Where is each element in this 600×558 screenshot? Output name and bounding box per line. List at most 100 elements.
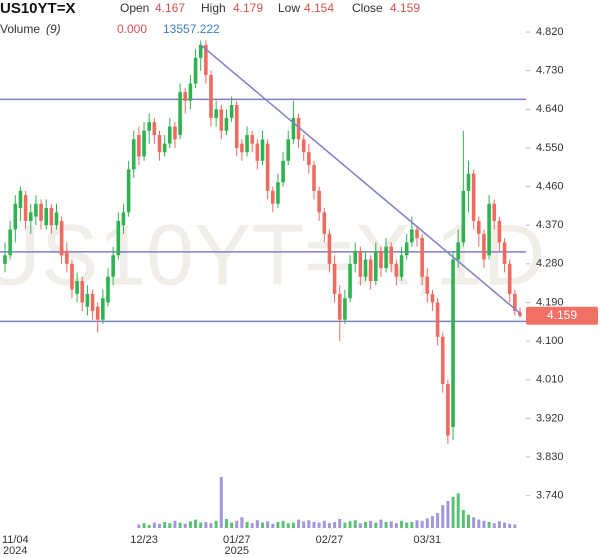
candle-body	[147, 122, 151, 131]
volume-bar	[188, 521, 192, 528]
volume-bar	[389, 521, 393, 528]
plot-area: US10YT=X,1D4.8204.7304.6404.5504.4604.37…	[0, 26, 598, 557]
candle-body	[461, 190, 466, 243]
candle-body	[193, 57, 198, 84]
candle-body	[28, 212, 33, 221]
candle-body	[466, 173, 471, 191]
candle-body	[446, 384, 450, 436]
volume-bar	[240, 517, 244, 528]
volume-bar	[327, 523, 331, 528]
open-value: 4.167	[155, 1, 185, 15]
candle-body	[260, 139, 265, 161]
candle-body	[286, 139, 291, 161]
volume-bar	[224, 519, 228, 528]
candle-body	[44, 208, 48, 226]
volume-bar	[508, 523, 512, 528]
volume-bar	[497, 521, 501, 528]
volume-bar	[317, 522, 321, 528]
price-box-label: 4.159	[547, 308, 577, 322]
candle-body	[126, 169, 131, 213]
volume-bar	[322, 520, 326, 528]
symbol: US10YT=X	[0, 0, 75, 17]
candle-body	[95, 306, 100, 320]
volume-bar	[178, 522, 182, 528]
candle-body	[492, 203, 497, 221]
volume-bar	[456, 493, 460, 528]
candle-body	[65, 250, 69, 264]
candle-body	[518, 312, 522, 316]
candle-body	[265, 143, 270, 191]
volume-bar	[302, 521, 306, 528]
candle-body	[116, 220, 121, 256]
candle-body	[276, 182, 280, 204]
volume-bar	[266, 521, 270, 528]
volume-bar	[261, 522, 264, 528]
candle-body	[451, 259, 455, 427]
candle-body	[312, 165, 316, 191]
volume-bar	[173, 520, 177, 528]
y-tick-label: 4.550	[536, 142, 564, 154]
high-value: 4.179	[233, 1, 263, 15]
volume-bar	[430, 516, 434, 528]
volume-bar	[163, 522, 167, 528]
y-tick-label: 4.460	[536, 180, 564, 192]
candle-body	[327, 233, 332, 264]
volume-bar	[420, 520, 424, 528]
volume-bar	[467, 514, 470, 528]
x-tick-label: 01/27	[223, 534, 251, 546]
candle-body	[497, 220, 502, 243]
candle-body	[59, 220, 64, 256]
candle-body	[229, 105, 234, 118]
volume-ma: 13557.222	[163, 22, 220, 36]
volume-bar	[219, 477, 223, 528]
candle-body	[368, 259, 373, 282]
low-value: 4.154	[304, 1, 334, 15]
candle-body	[337, 293, 342, 320]
y-tick-label: 4.370	[536, 219, 564, 231]
candle-body	[394, 263, 399, 277]
volume-bar	[312, 522, 316, 528]
y-tick-label: 4.730	[536, 65, 564, 77]
volume-bar	[343, 522, 347, 528]
volume-bar	[492, 523, 496, 528]
candle-body	[183, 92, 188, 101]
volume-value: 0.000	[117, 22, 147, 36]
candle-body	[250, 135, 254, 144]
candle-body	[18, 190, 23, 209]
volume-bar	[245, 522, 249, 528]
x-tick-label: 11/04	[2, 534, 29, 546]
candle-body	[198, 44, 203, 58]
candle-body	[75, 281, 79, 294]
candle-body	[214, 109, 218, 118]
volume-bar	[168, 523, 172, 528]
candle-body	[343, 298, 347, 320]
candle-body	[322, 212, 327, 234]
candle-body	[152, 122, 157, 136]
candle-body	[178, 92, 182, 136]
x-tick-label: 03/31	[414, 534, 442, 546]
x-year-label: 2024	[3, 545, 27, 557]
y-tick-label: 4.190	[536, 296, 564, 308]
volume-bar	[436, 513, 440, 528]
candle-body	[34, 203, 38, 217]
open-label: Open	[120, 1, 149, 15]
candle-body	[348, 263, 352, 299]
candle-body	[420, 238, 424, 277]
volume-bar	[276, 522, 280, 528]
candle-body	[13, 203, 18, 230]
volume-bar	[152, 522, 156, 528]
y-tick-label: 4.820	[536, 26, 564, 38]
volume-bar	[250, 523, 254, 528]
candle-body	[301, 139, 306, 153]
candle-body	[106, 276, 110, 303]
volume-bar	[147, 525, 151, 528]
volume-bar	[209, 523, 213, 528]
volume-bar	[394, 523, 398, 528]
candle-body	[430, 293, 435, 303]
candle-body	[317, 190, 321, 213]
candle-body	[415, 229, 419, 239]
x-year-label: 2025	[225, 545, 249, 557]
candle-body	[90, 293, 95, 312]
volume-bar	[348, 521, 352, 528]
price-box	[526, 306, 598, 325]
